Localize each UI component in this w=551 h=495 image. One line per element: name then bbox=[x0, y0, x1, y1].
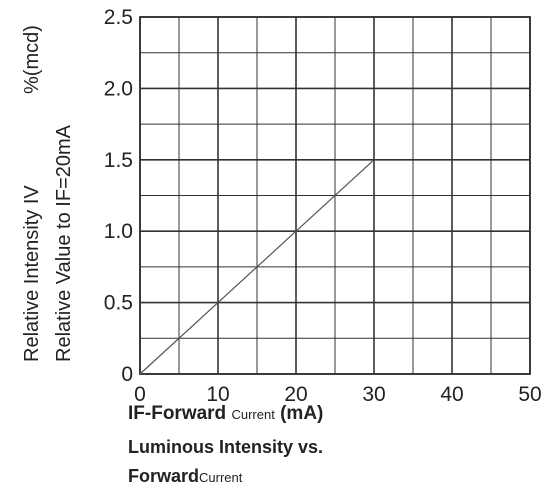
x-axis-label-main-1: IF-Forward bbox=[128, 403, 227, 424]
y-tick-label: 2.0 bbox=[104, 77, 133, 100]
x-tick-label: 0 bbox=[134, 383, 146, 406]
chart-title-line1-text: Luminous Intensity vs. bbox=[128, 437, 324, 457]
x-tick-label: 30 bbox=[362, 383, 385, 406]
plot-border bbox=[139, 16, 531, 375]
series-line-0 bbox=[139, 159, 375, 375]
y-tick-label: 1.0 bbox=[104, 220, 133, 243]
y-axis-label-unit: %(mcd) bbox=[21, 25, 43, 94]
y-axis-label-line2: Relative Value to IF=20mA bbox=[53, 124, 75, 362]
x-tick-labels: 0 10 20 30 40 50 bbox=[134, 383, 542, 406]
x-tick-label: 50 bbox=[518, 383, 541, 406]
x-axis-label-small: Current bbox=[231, 407, 275, 422]
x-tick-label: 40 bbox=[440, 383, 463, 406]
y-tick-labels: 0 0.5 1.0 1.5 2.0 2.5 bbox=[104, 6, 133, 386]
chart-title-line2-small: Current bbox=[199, 470, 243, 485]
y-tick-label: 1.5 bbox=[104, 149, 133, 172]
chart-title-line2-main: Forward bbox=[128, 466, 200, 486]
y-tick-label: 0.5 bbox=[104, 292, 133, 315]
x-tick-label: 20 bbox=[284, 383, 307, 406]
x-axis-label: IF-Forward Current (mA) bbox=[128, 403, 323, 425]
grid bbox=[139, 16, 531, 375]
chart-title-line2: ForwardCurrent bbox=[128, 466, 242, 487]
x-tick-label: 10 bbox=[206, 383, 229, 406]
y-tick-label: 2.5 bbox=[104, 6, 133, 29]
chart-title-line1: Luminous Intensity vs. bbox=[128, 437, 323, 458]
y-tick-label: 0 bbox=[121, 363, 133, 386]
y-axis-label-line1: Relative Intensity IV bbox=[21, 185, 43, 362]
series-group bbox=[139, 159, 375, 375]
x-axis-label-main-2: (mA) bbox=[280, 403, 324, 424]
